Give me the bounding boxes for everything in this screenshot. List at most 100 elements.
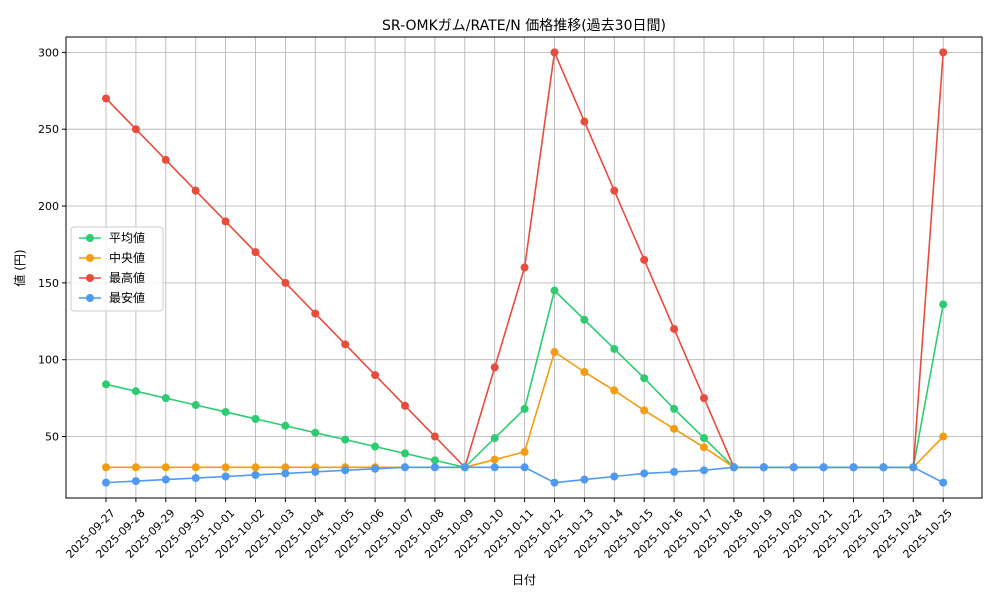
data-point — [490, 434, 499, 443]
data-point — [102, 380, 110, 389]
y-tick-label: 100 — [38, 354, 59, 367]
legend-item: 中央値 — [79, 250, 145, 265]
legend-item: 平均値 — [79, 230, 145, 245]
data-point — [610, 344, 619, 353]
data-point — [311, 467, 320, 476]
data-point — [610, 186, 619, 195]
data-point — [700, 434, 708, 443]
data-point — [700, 443, 708, 452]
data-point — [789, 463, 798, 472]
data-point — [610, 472, 619, 481]
data-point — [550, 48, 559, 57]
data-point — [879, 463, 888, 472]
data-point — [550, 478, 559, 487]
y-tick-label: 50 — [45, 431, 59, 444]
legend-item: 最高値 — [79, 270, 145, 285]
data-point — [700, 394, 708, 403]
data-point — [670, 467, 679, 476]
data-point — [251, 414, 260, 423]
data-point — [670, 324, 679, 333]
data-point — [520, 404, 529, 413]
data-point — [371, 371, 380, 380]
data-point — [640, 255, 649, 264]
plot-area-frame — [65, 36, 983, 499]
data-point — [460, 463, 469, 472]
y-tick-label: 250 — [38, 123, 59, 136]
series-layer — [102, 48, 948, 487]
legend-swatch-marker — [86, 254, 94, 262]
data-point — [161, 155, 170, 164]
legend-item: 最安値 — [79, 290, 145, 305]
series-最安値 — [102, 463, 948, 487]
data-point — [131, 463, 140, 472]
data-point — [191, 401, 200, 410]
data-point — [371, 464, 380, 473]
x-axis-ticks: 2025-09-272025-09-282025-09-292025-09-30… — [63, 498, 955, 561]
data-point — [371, 442, 380, 451]
data-point — [909, 463, 918, 472]
data-point — [520, 463, 529, 472]
y-tick-label: 150 — [38, 277, 59, 290]
data-point — [580, 367, 589, 376]
data-point — [191, 474, 200, 483]
data-point — [401, 449, 409, 458]
legend-label: 最安値 — [109, 290, 145, 305]
data-point — [939, 432, 948, 441]
data-point — [610, 386, 619, 395]
data-point — [281, 463, 290, 472]
data-point — [221, 472, 230, 481]
data-point — [640, 469, 649, 478]
data-point — [490, 463, 499, 472]
data-point — [341, 435, 350, 444]
y-tick-label: 200 — [38, 200, 59, 213]
data-point — [102, 94, 110, 103]
data-point — [939, 478, 948, 487]
data-point — [580, 117, 589, 126]
y-tick-label: 300 — [38, 46, 59, 59]
data-point — [490, 455, 499, 464]
legend-label: 最高値 — [109, 270, 145, 285]
data-point — [221, 463, 230, 472]
data-point — [580, 315, 589, 324]
data-point — [161, 463, 170, 472]
data-point — [520, 263, 529, 272]
y-axis-ticks: 50 100 150 200 250 300 — [38, 46, 66, 444]
data-point — [550, 286, 559, 295]
data-point — [430, 456, 439, 465]
data-point — [401, 401, 409, 410]
legend-swatch-marker — [86, 274, 94, 282]
data-point — [939, 48, 948, 57]
legend-swatch-marker — [86, 234, 94, 242]
legend-frame — [70, 226, 164, 312]
data-point — [700, 466, 708, 475]
data-point — [161, 475, 170, 484]
data-point — [341, 340, 350, 349]
data-point — [161, 394, 170, 403]
data-point — [191, 186, 200, 195]
data-point — [670, 424, 679, 433]
data-point — [281, 469, 290, 478]
data-point — [311, 309, 320, 318]
data-point — [131, 125, 140, 134]
legend-swatch-marker — [86, 294, 94, 302]
data-point — [131, 387, 140, 396]
data-point — [251, 463, 260, 472]
data-point — [311, 428, 320, 437]
data-point — [281, 278, 290, 287]
data-point — [102, 463, 110, 472]
data-point — [729, 463, 738, 472]
y-axis-label: 値 (円) — [12, 249, 27, 286]
data-point — [490, 363, 499, 372]
data-point — [580, 475, 589, 484]
x-axis-label: 日付 — [512, 573, 536, 587]
data-point — [939, 300, 948, 309]
data-point — [221, 407, 230, 416]
data-point — [430, 432, 439, 441]
data-point — [640, 374, 649, 383]
data-point — [102, 478, 110, 487]
data-point — [759, 463, 768, 472]
data-point — [251, 470, 260, 479]
